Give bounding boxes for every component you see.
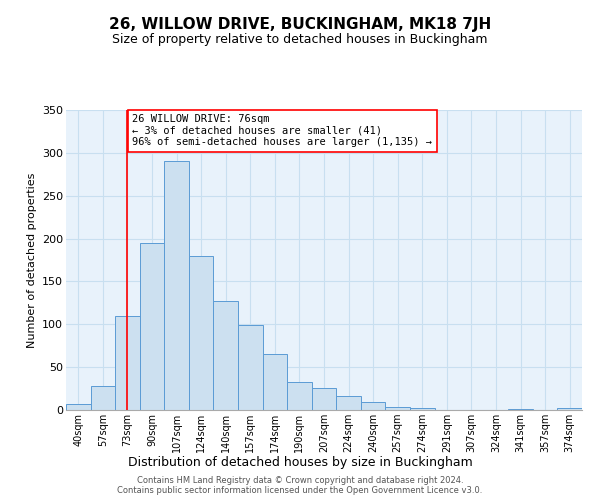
Bar	[238, 325, 263, 410]
Bar	[410, 408, 434, 410]
Bar	[66, 404, 91, 410]
Bar	[336, 396, 361, 410]
Bar	[508, 409, 533, 410]
Bar	[115, 316, 140, 410]
Text: Distribution of detached houses by size in Buckingham: Distribution of detached houses by size …	[128, 456, 472, 469]
Bar	[287, 382, 312, 410]
Bar	[312, 388, 336, 410]
Text: Contains HM Land Registry data © Crown copyright and database right 2024.: Contains HM Land Registry data © Crown c…	[137, 476, 463, 485]
Bar	[385, 406, 410, 410]
Bar	[189, 256, 214, 410]
Bar	[557, 408, 582, 410]
Bar	[361, 402, 385, 410]
Text: 26, WILLOW DRIVE, BUCKINGHAM, MK18 7JH: 26, WILLOW DRIVE, BUCKINGHAM, MK18 7JH	[109, 18, 491, 32]
Bar	[263, 354, 287, 410]
Text: Size of property relative to detached houses in Buckingham: Size of property relative to detached ho…	[112, 32, 488, 46]
Text: 26 WILLOW DRIVE: 76sqm
← 3% of detached houses are smaller (41)
96% of semi-deta: 26 WILLOW DRIVE: 76sqm ← 3% of detached …	[133, 114, 433, 148]
Bar	[91, 386, 115, 410]
Bar	[140, 243, 164, 410]
Bar	[214, 301, 238, 410]
Text: Contains public sector information licensed under the Open Government Licence v3: Contains public sector information licen…	[118, 486, 482, 495]
Y-axis label: Number of detached properties: Number of detached properties	[26, 172, 37, 348]
Bar	[164, 162, 189, 410]
